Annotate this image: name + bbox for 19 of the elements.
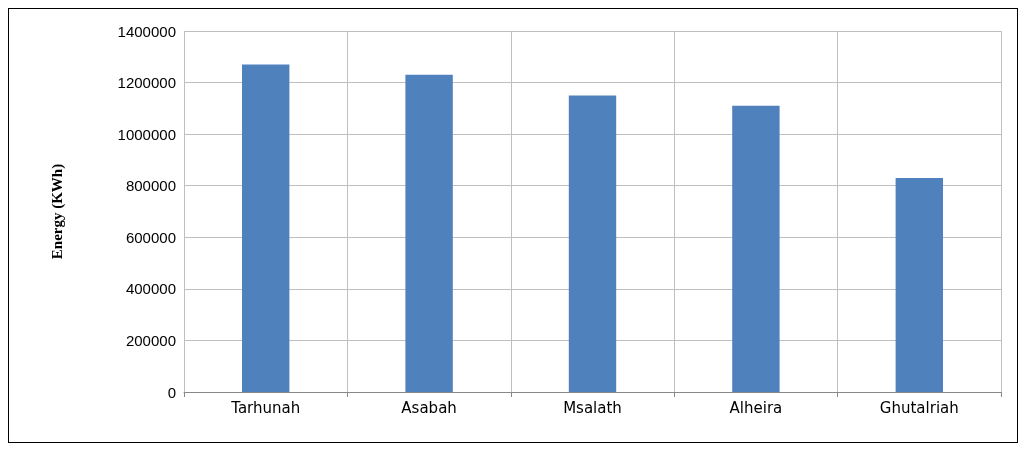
bar bbox=[895, 177, 943, 392]
y-tick-label: 1000000 bbox=[117, 125, 176, 143]
y-tick-label: 600000 bbox=[125, 228, 176, 246]
y-tick-label: 1400000 bbox=[117, 22, 176, 40]
bar bbox=[242, 64, 290, 392]
x-tick-label: Alheira bbox=[729, 398, 783, 417]
bar bbox=[732, 105, 780, 392]
x-tick-label: Msalath bbox=[563, 398, 622, 417]
y-tick-label: 800000 bbox=[125, 177, 176, 195]
y-tick-label: 0 bbox=[167, 383, 176, 401]
x-tick-label: Tarhunah bbox=[230, 398, 301, 417]
bar bbox=[568, 95, 617, 392]
x-tick-label: Ghutalriah bbox=[879, 398, 959, 417]
y-tick-label: 1200000 bbox=[117, 74, 176, 92]
y-tick-label: 200000 bbox=[125, 331, 176, 349]
y-axis-title: Energy (KWh) bbox=[48, 163, 66, 260]
bar bbox=[405, 74, 453, 392]
y-tick-label: 400000 bbox=[125, 280, 176, 298]
x-tick-label: Asabah bbox=[401, 398, 457, 417]
